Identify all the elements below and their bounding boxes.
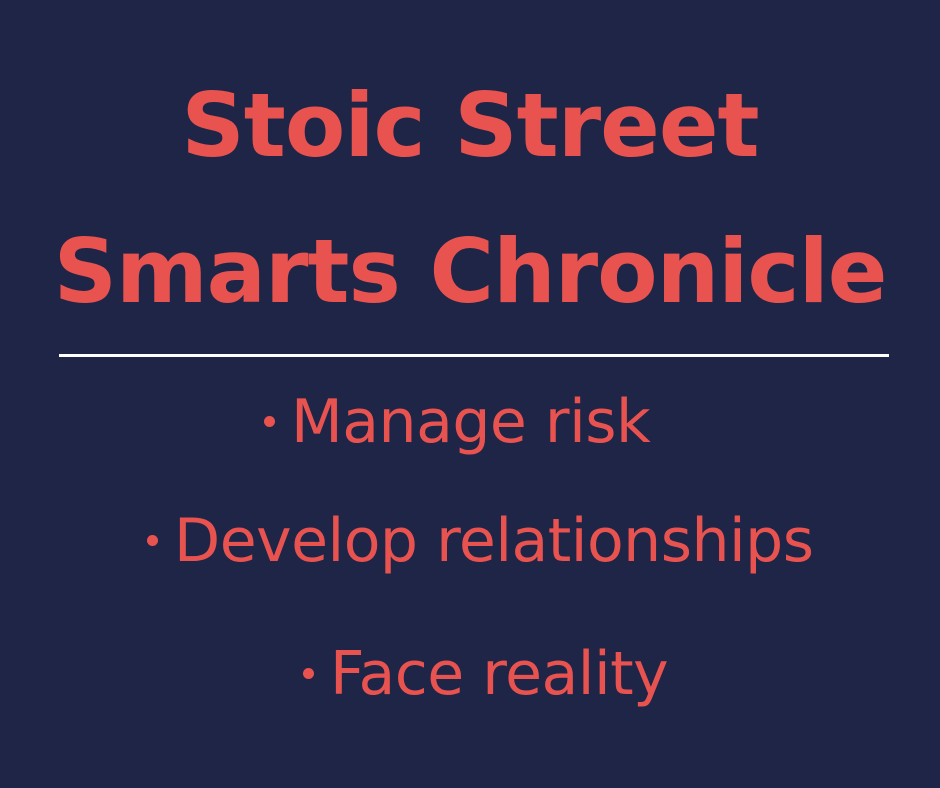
bullet-dot-icon bbox=[147, 534, 158, 546]
bullet-dot-icon bbox=[303, 667, 314, 679]
bullet-text: Face reality bbox=[330, 639, 669, 709]
title-line-1: Stoic Street bbox=[181, 74, 759, 177]
bullet-text: Manage risk bbox=[291, 387, 651, 457]
bullet-item: Develop relationships bbox=[147, 511, 814, 571]
bullet-item: Manage risk bbox=[264, 392, 651, 452]
bullet-dot-icon bbox=[264, 415, 275, 427]
divider bbox=[59, 354, 889, 357]
bullet-text: Develop relationships bbox=[174, 506, 814, 576]
title-line-2: Smarts Chronicle bbox=[53, 220, 888, 323]
bullet-item: Face reality bbox=[303, 644, 669, 704]
